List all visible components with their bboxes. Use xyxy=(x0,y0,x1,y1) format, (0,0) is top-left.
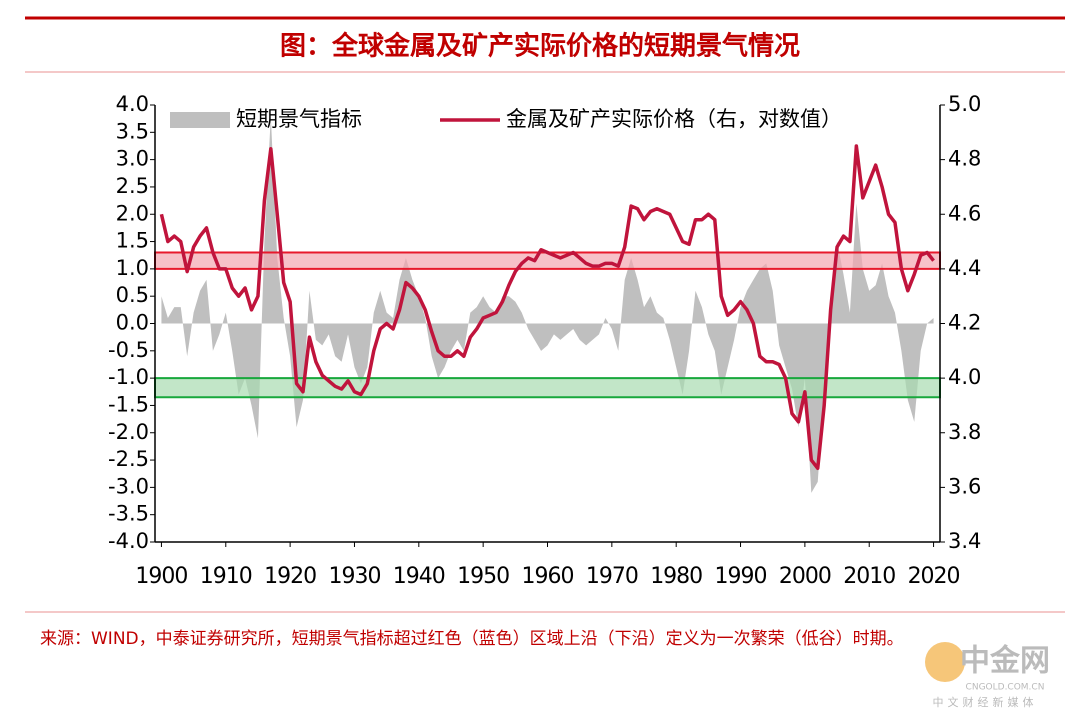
y-tick-label: -3.5 xyxy=(108,502,149,526)
y-tick-label: 1.0 xyxy=(116,256,149,280)
band xyxy=(154,377,941,399)
y-tick-label: -2.5 xyxy=(108,447,149,471)
y-tick-label: 4.0 xyxy=(116,92,149,116)
line xyxy=(159,144,935,471)
y-tick-label: 0.5 xyxy=(116,283,149,307)
y2-tick-label: 5.0 xyxy=(948,92,981,116)
x-tick-label: 1980 xyxy=(650,564,702,589)
y-tick-label: -3.0 xyxy=(108,474,149,498)
y-tick-label: -0.5 xyxy=(108,338,149,362)
y-tick-label: 3.0 xyxy=(116,147,149,171)
y2-tick-label: 3.4 xyxy=(948,529,981,553)
watermark-name: 中金网 xyxy=(960,644,1050,679)
x-tick-label: 1960 xyxy=(522,564,574,589)
legend-swatch xyxy=(170,112,230,128)
watermark-tagline: 中文财经新媒体 xyxy=(933,695,1038,709)
watermark-url: CNGOLD.COM.CN xyxy=(966,683,1045,693)
y-tick-label: 1.5 xyxy=(116,229,149,253)
x-tick-label: 1920 xyxy=(264,564,316,589)
y-tick-label: 0.0 xyxy=(116,311,149,335)
legend-label: 金属及矿产实际价格（右，对数值） xyxy=(506,107,842,131)
area xyxy=(161,115,934,493)
chart-title: 图：全球金属及矿产实际价格的短期景气情况 xyxy=(280,31,800,62)
y2-tick-label: 4.6 xyxy=(948,201,981,225)
y-tick-label: 2.5 xyxy=(116,174,149,198)
y2-tick-label: 4.0 xyxy=(948,365,981,389)
band xyxy=(154,251,941,270)
plot: 4.0 3.5 3.0 2.5 2.0 1.5 1.0 0.5 0.0 -0.5 -1.0 -1.5 -… xyxy=(108,92,981,589)
y2-tick-label: 4.2 xyxy=(948,311,981,335)
legend-label: 短期景气指标 xyxy=(236,107,362,131)
x-tick-label: 2020 xyxy=(908,564,960,589)
y-tick-label: -2.0 xyxy=(108,420,149,444)
y-tick-label: -4.0 xyxy=(108,529,149,553)
x-tick-label: 1970 xyxy=(586,564,638,589)
y2-tick-label: 4.4 xyxy=(948,256,981,280)
watermark-logo xyxy=(925,642,965,682)
y-tick-label: -1.0 xyxy=(108,365,149,389)
x-tick-label: 1950 xyxy=(457,564,509,589)
source-note: 来源：WIND，中泰证券研究所，短期景气指标超过红色（蓝色）区域上沿（下沿）定义… xyxy=(40,629,904,649)
y2-tick-label: 3.8 xyxy=(948,420,981,444)
y-tick-label: -1.5 xyxy=(108,392,149,416)
x-tick-label: 2000 xyxy=(779,564,831,589)
y2-tick-label: 3.6 xyxy=(948,474,981,498)
y-tick-label: 3.5 xyxy=(116,119,149,143)
x-tick-label: 1990 xyxy=(715,564,767,589)
x-tick-label: 1940 xyxy=(393,564,445,589)
x-tick-label: 1930 xyxy=(328,564,380,589)
x-tick-label: 2010 xyxy=(843,564,895,589)
x-tick-label: 1900 xyxy=(135,564,187,589)
y-tick-label: 2.0 xyxy=(116,201,149,225)
y2-tick-label: 4.8 xyxy=(948,147,981,171)
x-tick-label: 1910 xyxy=(200,564,252,589)
